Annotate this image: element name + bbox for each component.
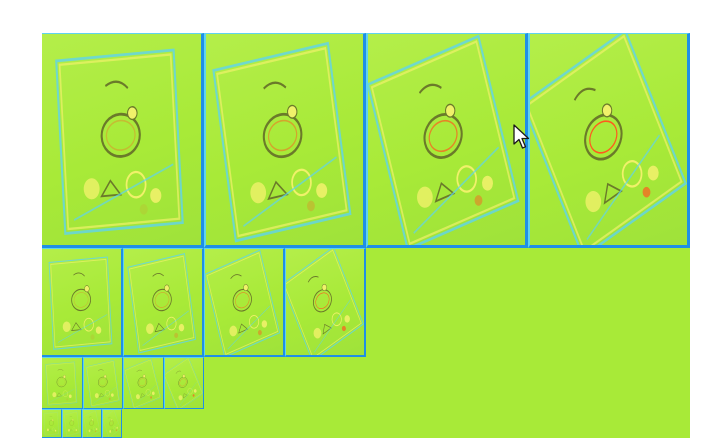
feature-tile-scale-3-3 [123, 357, 164, 409]
feature-tile-scale-1-3 [366, 33, 528, 248]
feature-tile-scale-1-4 [528, 33, 690, 248]
feature-map-mosaic [42, 33, 690, 438]
feature-tile-scale-4-2 [62, 409, 82, 438]
feature-tile-scale-2-2 [123, 248, 204, 357]
feature-tile-scale-2-1 [42, 248, 123, 357]
feature-tile-scale-2-3 [204, 248, 285, 357]
feature-tile-scale-2-4 [285, 248, 366, 357]
feature-tile-scale-3-2 [82, 357, 123, 409]
feature-tile-scale-4-4 [102, 409, 122, 438]
feature-tile-scale-1-1 [42, 33, 204, 248]
feature-tile-scale-3-1 [42, 357, 83, 409]
feature-tile-scale-1-2 [204, 33, 366, 248]
mouse-pointer-icon [513, 124, 530, 149]
feature-tile-scale-3-4 [163, 357, 204, 409]
feature-tile-scale-4-3 [82, 409, 102, 438]
feature-tile-scale-4-1 [42, 409, 62, 438]
